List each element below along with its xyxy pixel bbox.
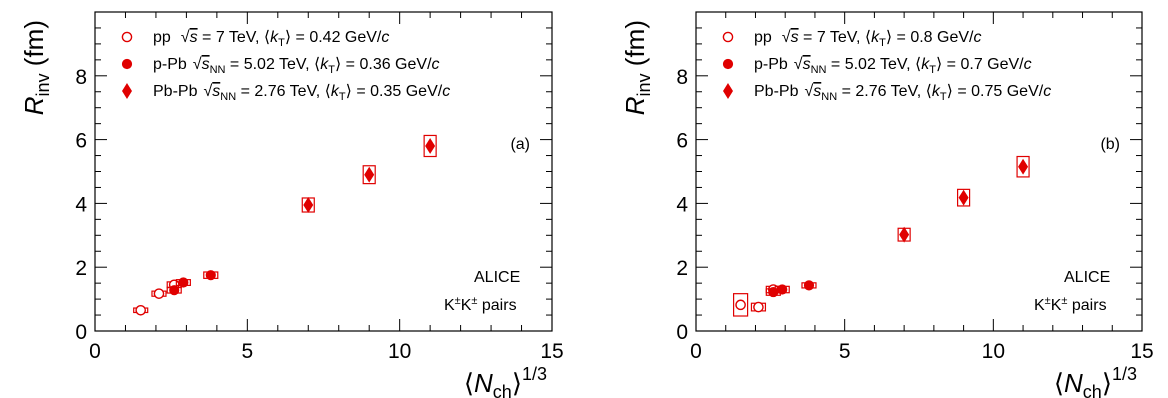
series-filled-circle (166, 270, 219, 296)
legend-marker-2 (723, 83, 733, 99)
legend-label-1: p-Pb √sNN = 5.02 TeV, ⟨kT⟩ = 0.7 GeV/c (754, 56, 1032, 76)
data-point (169, 285, 180, 296)
data-point (425, 138, 436, 154)
legend-label-1: p-Pb √sNN = 5.02 TeV, ⟨kT⟩ = 0.36 GeV/c (153, 56, 440, 76)
x-tick-label: 15 (540, 340, 563, 363)
x-tick-label: 10 (982, 340, 1005, 363)
data-point (958, 189, 969, 206)
pair-label: K±K± pairs (1034, 295, 1107, 314)
legend-label-0: pp √s = 7 TeV, ⟨kT⟩ = 0.8 GeV/c (754, 29, 981, 49)
data-point (753, 301, 764, 313)
x-tick-label: 0 (89, 340, 101, 363)
data-point (777, 284, 788, 295)
legend-label-2: Pb-Pb √sNN = 2.76 TeV, ⟨kT⟩ = 0.75 GeV/c (754, 83, 1051, 103)
data-point (364, 166, 375, 183)
y-tick-label: 6 (75, 130, 87, 153)
panel-b: 0 5 10 15 0 2 4 6 8 ⟨Nch⟩1/3 Rinv (fm) pp √s = 7 TeV… (620, 11, 1154, 398)
legend: pp √s = 7 TeV, ⟨kT⟩ = 0.8 GeV/c p-Pb √sNN =… (722, 29, 1051, 103)
experiment-label: ALICE (1064, 269, 1110, 286)
panel-a: 0 5 10 15 0 2 4 6 8 ⟨Nch⟩1/3 Rinv (fm) pp √s = 7 TeV… (19, 11, 564, 398)
sys-box (423, 134, 437, 158)
sys-box (1016, 155, 1030, 178)
experiment-label: ALICE (474, 269, 520, 286)
panel-label: (b) (1100, 136, 1120, 153)
sys-box (362, 165, 376, 185)
legend: pp √s = 7 TeV, ⟨kT⟩ = 0.42 GeV/c p-Pb √sNN … (121, 29, 450, 103)
y-tick-label: 4 (676, 193, 688, 216)
legend-marker-2 (122, 83, 132, 99)
data-point (735, 299, 746, 311)
x-tick-label: 15 (1130, 340, 1153, 363)
data-point (1018, 158, 1029, 175)
y-tick-label: 4 (75, 193, 87, 216)
panel-label: (a) (510, 136, 530, 153)
sys-box (956, 188, 971, 207)
series-filled-circle (765, 280, 817, 298)
legend-label-2: Pb-Pb √sNN = 2.76 TeV, ⟨kT⟩ = 0.35 GeV/c (153, 83, 450, 103)
series-filled-diamond (301, 134, 437, 213)
y-tick-label: 2 (676, 257, 688, 280)
x-axis-label: ⟨Nch⟩1/3 (1054, 364, 1137, 398)
y-tick-label: 8 (676, 66, 688, 89)
y-tick-label: 0 (75, 321, 87, 344)
data-point (135, 304, 146, 316)
legend-marker-0 (121, 31, 133, 43)
x-tick-label: 5 (241, 340, 253, 363)
y-axis-label: Rinv (fm) (620, 20, 654, 115)
x-axis-label: ⟨Nch⟩1/3 (464, 364, 547, 398)
legend-marker-1 (121, 58, 133, 70)
x-tick-label: 0 (690, 340, 702, 363)
data-point (178, 277, 189, 288)
y-axis-label: Rinv (fm) (19, 20, 53, 115)
legend-label-0: pp √s = 7 TeV, ⟨kT⟩ = 0.42 GeV/c (153, 29, 389, 49)
legend-marker-0 (722, 31, 734, 43)
sys-box (732, 293, 749, 317)
y-tick-label: 2 (75, 257, 87, 280)
legend-marker-1 (722, 58, 734, 70)
data-point (205, 270, 216, 281)
y-tick-label: 8 (75, 66, 87, 89)
data-point (768, 286, 779, 298)
series-filled-diamond (897, 155, 1030, 243)
data-point (153, 288, 165, 299)
data-point (303, 197, 314, 213)
y-tick-label: 6 (676, 130, 688, 153)
data-point (803, 280, 815, 291)
pair-label: K±K± pairs (444, 295, 517, 314)
x-tick-label: 10 (388, 340, 411, 363)
data-point (899, 226, 910, 243)
y-tick-label: 0 (676, 321, 688, 344)
x-tick-label: 5 (839, 340, 851, 363)
